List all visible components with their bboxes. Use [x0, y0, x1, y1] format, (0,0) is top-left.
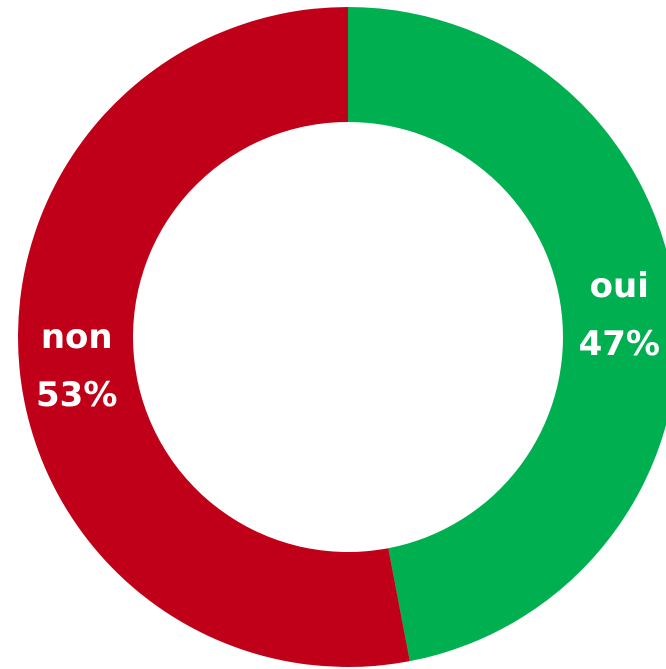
donut-slice	[17, 7, 410, 667]
slice-value-label: 47%	[579, 324, 660, 364]
donut-slice	[348, 7, 666, 662]
slice-category-label: oui	[590, 266, 649, 306]
slice-value-label: 53%	[36, 375, 117, 415]
slice-category-label: non	[41, 317, 113, 357]
